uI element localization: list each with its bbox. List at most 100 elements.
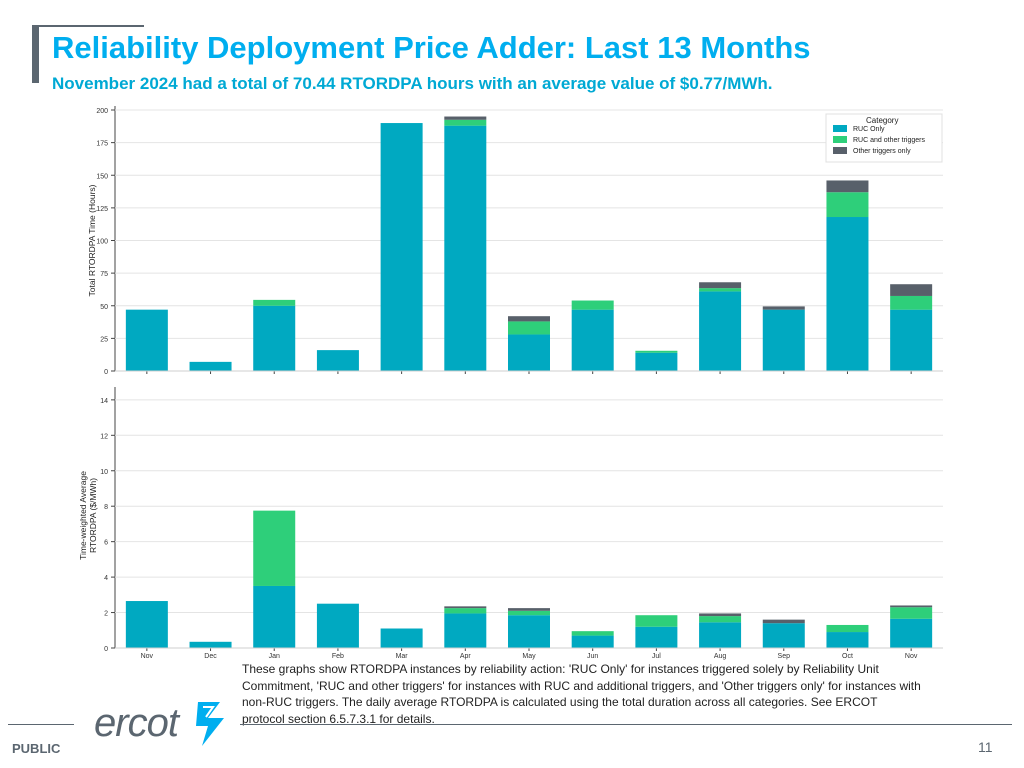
- y-tick-label: 150: [96, 173, 108, 180]
- y-axis-label-line: RTORDPA ($/MWh): [88, 478, 98, 553]
- chart-panel-1: 0 25 50 75 100 125 150 175 200 Total RTORDPA Time…: [87, 106, 943, 376]
- bar-ruc-and-other-triggers-jun: [571, 631, 614, 636]
- legend-swatch: [833, 125, 847, 132]
- bar-ruc-only-oct: [826, 217, 869, 371]
- x-tick-label: Nov: [141, 653, 154, 660]
- legend-label: RUC and other triggers: [853, 137, 925, 144]
- bar-ruc-only-nov: [125, 309, 168, 371]
- bar-ruc-only-aug: [699, 291, 742, 371]
- bar-ruc-and-other-triggers-may: [508, 610, 550, 616]
- bar-other-triggers-only-sep: [762, 306, 805, 310]
- legend-swatch: [833, 147, 847, 154]
- y-tick-label: 100: [96, 239, 108, 246]
- x-tick-label: Aug: [714, 653, 727, 660]
- bar-ruc-only-mar: [380, 123, 423, 371]
- chart-panel-2: 0 2 4 6 8 10 12 14 Time-weighted AverageRTORDPA …: [78, 387, 943, 660]
- y-tick-label: 25: [100, 336, 108, 343]
- x-tick-label: Nov: [905, 653, 918, 660]
- footer-rule-left: [8, 724, 74, 725]
- page-subtitle: November 2024 had a total of 70.44 RTORD…: [52, 74, 773, 93]
- bar-other-triggers-only-may: [508, 608, 550, 611]
- bar-ruc-only-jul: [635, 626, 678, 648]
- x-tick-label: Oct: [842, 653, 853, 660]
- bar-ruc-and-other-triggers-oct: [826, 624, 869, 633]
- bar-ruc-and-other-triggers-aug: [699, 288, 742, 292]
- ercot-bolt-icon: [196, 702, 224, 746]
- bar-ruc-only-may: [508, 334, 550, 371]
- bar-ruc-only-may: [508, 615, 550, 648]
- y-tick-label: 0: [104, 369, 108, 376]
- legend-swatch: [833, 136, 847, 143]
- y-tick-label: 175: [96, 141, 108, 148]
- bar-ruc-and-other-triggers-jan: [253, 299, 296, 306]
- bar-ruc-only-nov: [890, 309, 933, 371]
- y-axis-label: Total RTORDPA Time (Hours): [87, 184, 97, 296]
- ercot-logo-wordmark: ercot: [94, 701, 181, 745]
- bar-ruc-and-other-triggers-apr: [444, 608, 487, 614]
- y-tick-label: 75: [100, 271, 108, 278]
- x-tick-label: Mar: [396, 653, 409, 660]
- x-tick-label: Feb: [332, 653, 344, 660]
- bar-ruc-only-apr: [444, 613, 487, 648]
- y-tick-label: 0: [104, 646, 108, 653]
- bar-ruc-and-other-triggers-jun: [571, 300, 614, 310]
- legend-label: RUC Only: [853, 126, 885, 133]
- bar-ruc-and-other-triggers-may: [508, 321, 550, 335]
- title-rule: [32, 25, 144, 27]
- caption-text: These graphs show RTORDPA instances by r…: [242, 662, 921, 726]
- y-tick-label: 2: [104, 611, 108, 618]
- bar-ruc-and-other-triggers-jul: [635, 350, 678, 353]
- bar-ruc-only-aug: [699, 622, 742, 648]
- x-tick-label: Jul: [652, 653, 661, 660]
- x-tick-label: Jan: [269, 653, 280, 660]
- bar-other-triggers-only-oct: [826, 180, 869, 193]
- bar-ruc-and-other-triggers-aug: [699, 616, 742, 623]
- bar-ruc-and-other-triggers-jan: [253, 510, 296, 586]
- y-tick-label: 4: [104, 575, 108, 582]
- bar-ruc-only-nov: [890, 618, 933, 648]
- bar-ruc-and-other-triggers-jul: [635, 615, 678, 627]
- bar-other-triggers-only-may: [508, 316, 550, 322]
- bar-ruc-only-jul: [635, 352, 678, 371]
- y-tick-label: 10: [100, 469, 108, 476]
- y-tick-label: 200: [96, 108, 108, 115]
- bar-other-triggers-only-nov: [890, 284, 933, 296]
- bar-ruc-and-other-triggers-nov: [890, 607, 933, 619]
- bar-ruc-only-feb: [316, 350, 359, 371]
- x-tick-label: Dec: [204, 653, 217, 660]
- bar-ruc-only-mar: [380, 628, 423, 648]
- page-number: 11: [978, 739, 993, 755]
- bar-other-triggers-only-sep: [762, 619, 805, 624]
- bar-other-triggers-only-apr: [444, 606, 487, 609]
- bar-other-triggers-only-apr: [444, 116, 487, 120]
- x-tick-label: Apr: [460, 653, 472, 660]
- bar-ruc-and-other-triggers-nov: [890, 295, 933, 310]
- bar-ruc-only-jan: [253, 305, 296, 371]
- legend-label: Other triggers only: [853, 148, 911, 155]
- bar-ruc-only-apr: [444, 125, 487, 371]
- bar-ruc-only-feb: [316, 603, 359, 648]
- bar-ruc-only-dec: [189, 361, 232, 371]
- ercot-logo: ercot: [94, 701, 224, 746]
- bar-ruc-only-jun: [571, 635, 614, 648]
- bar-ruc-and-other-triggers-oct: [826, 192, 869, 218]
- page-title: Reliability Deployment Price Adder: Last…: [52, 30, 811, 65]
- bar-other-triggers-only-aug: [699, 613, 742, 617]
- bar-ruc-only-jun: [571, 309, 614, 371]
- bar-other-triggers-only-nov: [890, 605, 933, 608]
- bar-ruc-only-jan: [253, 585, 296, 648]
- bar-ruc-and-other-triggers-apr: [444, 119, 487, 126]
- classification-label: PUBLIC: [12, 741, 61, 756]
- y-tick-label: 50: [100, 304, 108, 311]
- y-tick-label: 8: [104, 504, 108, 511]
- y-axis-label: Time-weighted AverageRTORDPA ($/MWh): [78, 471, 98, 560]
- footer-rule-right: [240, 724, 1012, 725]
- title-accent-bar: [32, 27, 39, 83]
- y-tick-label: 12: [100, 433, 108, 440]
- x-tick-label: Jun: [587, 653, 598, 660]
- x-tick-label: May: [522, 653, 536, 660]
- bar-other-triggers-only-aug: [699, 282, 742, 289]
- y-tick-label: 14: [100, 398, 108, 405]
